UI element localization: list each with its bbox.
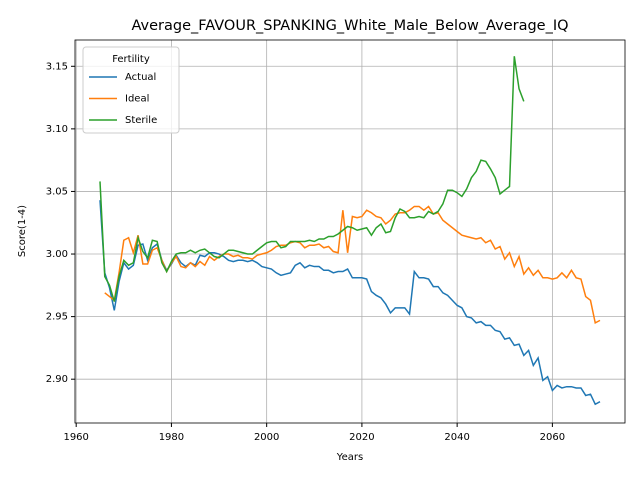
legend-label: Ideal [125, 94, 149, 105]
x-tick-label: 1960 [63, 432, 88, 443]
x-tick-label: 2000 [254, 432, 279, 443]
plot-frame [74, 39, 626, 424]
y-tick-label: 3.00 [46, 249, 68, 260]
x-tick-label: 2020 [349, 432, 374, 443]
y-tick-label: 2.95 [46, 312, 68, 323]
x-tick-label: 2060 [540, 432, 565, 443]
series-line [99, 56, 525, 302]
y-tick-label: 2.90 [46, 374, 68, 385]
y-tick-label: 3.15 [46, 61, 68, 72]
x-tick-label: 2040 [444, 432, 469, 443]
chart-title: Average_FAVOUR_SPANKING_White_Male_Below… [131, 18, 568, 34]
legend-label: Actual [125, 72, 156, 83]
legend-box [82, 46, 180, 134]
y-tick-label: 3.05 [46, 186, 68, 197]
series-line [99, 200, 601, 406]
x-axis-label: Years [336, 452, 363, 463]
legend-title: Fertility [112, 54, 150, 65]
x-tick-label: 1980 [159, 432, 184, 443]
legend-label: Sterile [125, 115, 157, 126]
y-axis-label: Score(1-4) [17, 205, 28, 257]
series-line [104, 205, 601, 324]
y-tick-label: 3.10 [46, 124, 68, 135]
